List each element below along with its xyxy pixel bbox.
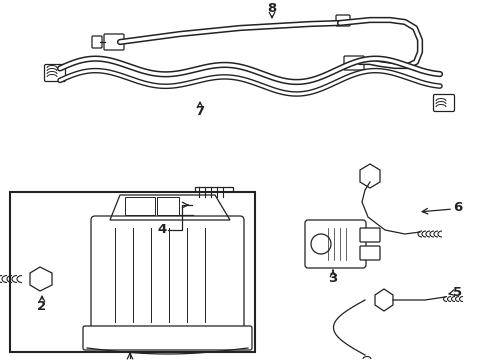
FancyBboxPatch shape: [91, 216, 244, 334]
Text: 4: 4: [157, 224, 166, 237]
FancyBboxPatch shape: [92, 36, 102, 48]
Text: 7: 7: [195, 105, 204, 118]
Text: 8: 8: [267, 1, 276, 14]
FancyBboxPatch shape: [359, 246, 379, 260]
Text: 3: 3: [328, 271, 337, 284]
Text: 2: 2: [38, 300, 46, 312]
Bar: [157, 197, 179, 215]
FancyBboxPatch shape: [229, 192, 251, 212]
FancyBboxPatch shape: [83, 326, 251, 350]
FancyBboxPatch shape: [305, 220, 365, 268]
Bar: [125, 197, 155, 215]
FancyBboxPatch shape: [343, 56, 363, 70]
FancyBboxPatch shape: [44, 64, 65, 81]
Text: 6: 6: [452, 202, 462, 215]
Bar: [195, 187, 232, 215]
Bar: [10, 192, 254, 352]
FancyBboxPatch shape: [335, 15, 349, 26]
Text: 5: 5: [452, 285, 462, 298]
FancyBboxPatch shape: [359, 228, 379, 242]
FancyBboxPatch shape: [104, 34, 124, 50]
FancyBboxPatch shape: [433, 94, 453, 112]
